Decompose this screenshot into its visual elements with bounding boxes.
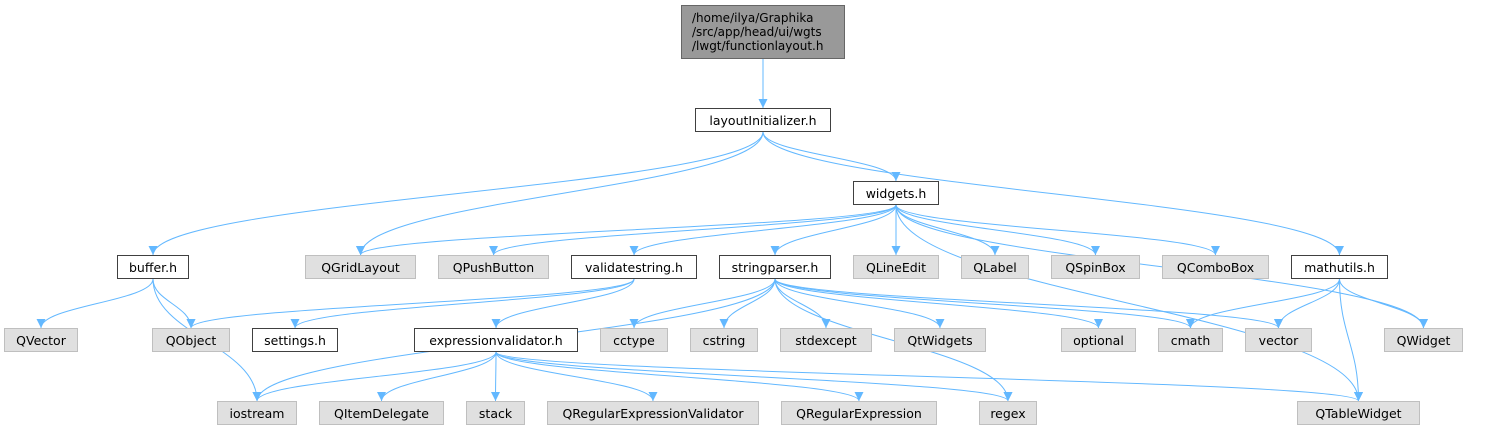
edge-widgets-to-QWidget bbox=[895, 204, 1428, 329]
node-qtwidgets: QtWidgets bbox=[894, 328, 986, 352]
edge-buffer-to-QVector bbox=[36, 278, 154, 329]
node-cmath: cmath bbox=[1158, 328, 1223, 352]
node-expressionvalidator[interactable]: expressionvalidator.h bbox=[414, 328, 578, 352]
node-qlineedit: QLineEdit bbox=[853, 255, 939, 279]
node-qcombobox: QComboBox bbox=[1162, 255, 1269, 279]
node-qspinbox: QSpinBox bbox=[1051, 255, 1140, 279]
edge-expressionvalidator-to-iostream bbox=[252, 351, 497, 402]
node-qregularexpressionvalidator: QRegularExpressionValidator bbox=[547, 401, 759, 425]
edge-stringparser-to-cmath bbox=[774, 278, 1195, 329]
edge-stringparser-to-QtWidgets bbox=[774, 278, 945, 329]
edge-mathutils-to-vector bbox=[1274, 278, 1340, 329]
node-qtablewidget: QTableWidget bbox=[1297, 401, 1420, 425]
node-settings[interactable]: settings.h bbox=[252, 328, 338, 352]
edge-expressionvalidator-to-QRegularExpressionValidator bbox=[495, 351, 658, 402]
edge-buffer-to-QObject bbox=[152, 278, 196, 329]
edge-stringparser-to-optional bbox=[774, 278, 1103, 329]
node-qpushbutton: QPushButton bbox=[438, 255, 549, 279]
edge-mathutils-to-cmath bbox=[1186, 278, 1340, 329]
edge-validatestring-to-expressionvalidator bbox=[491, 278, 635, 329]
edge-mathutils-to-QTableWidget bbox=[1339, 278, 1363, 402]
node-stdexcept: stdexcept bbox=[780, 328, 872, 352]
node-layoutinitializer[interactable]: layoutInitializer.h bbox=[695, 108, 831, 132]
edge-expressionvalidator-to-stack bbox=[491, 351, 501, 402]
edge-layoutInitializer-to-buffer bbox=[148, 131, 764, 256]
node-qlabel: QLabel bbox=[961, 255, 1029, 279]
edge-stringparser-to-cstring bbox=[719, 278, 776, 329]
node-stack: stack bbox=[466, 401, 525, 425]
edge-widgets-to-stringparser bbox=[770, 204, 897, 256]
node-qregularexpression: QRegularExpression bbox=[781, 401, 937, 425]
edge-layoutInitializer-to-mathutils bbox=[762, 131, 1344, 256]
node-cctype: cctype bbox=[600, 328, 668, 352]
node-regex: regex bbox=[979, 401, 1037, 425]
edge-expressionvalidator-to-QItemDelegate bbox=[377, 351, 497, 402]
edge-stringparser-to-cctype bbox=[629, 278, 776, 329]
node-widgets[interactable]: widgets.h bbox=[853, 181, 939, 205]
edge-expressionvalidator-to-regex bbox=[495, 351, 1013, 402]
edge-widgets-to-validatestring bbox=[629, 204, 897, 256]
node-optional: optional bbox=[1061, 328, 1136, 352]
edge-stringparser-to-regex bbox=[774, 278, 1013, 402]
edge-widgets-to-QTableWidget bbox=[895, 204, 1363, 402]
node-qvector: QVector bbox=[4, 328, 78, 352]
node-qgridlayout: QGridLayout bbox=[305, 255, 416, 279]
edge-widgets-to-QLabel bbox=[895, 204, 1000, 256]
node-buffer[interactable]: buffer.h bbox=[117, 255, 189, 279]
edge-widgets-to-QComboBox bbox=[895, 204, 1220, 256]
edge-widgets-to-QPushButton bbox=[489, 204, 897, 256]
node-root[interactable]: /home/ilya/Graphika /src/app/head/ui/wgt… bbox=[681, 5, 845, 59]
node-cstring: cstring bbox=[690, 328, 758, 352]
node-vector: vector bbox=[1245, 328, 1312, 352]
node-mathutils[interactable]: mathutils.h bbox=[1291, 255, 1388, 279]
edge-validatestring-to-QObject bbox=[186, 278, 635, 329]
edge-expressionvalidator-to-QTableWidget bbox=[495, 351, 1363, 402]
edge-mathutils-to-QWidget bbox=[1339, 278, 1428, 329]
edge-stringparser-to-vector bbox=[774, 278, 1283, 329]
edge-widgets-to-QSpinBox bbox=[895, 204, 1100, 256]
node-qwidget: QWidget bbox=[1384, 328, 1463, 352]
node-qitemdelegate: QItemDelegate bbox=[319, 401, 444, 425]
node-qobject: QObject bbox=[152, 328, 230, 352]
edge-layoutInitializer-to-widgets bbox=[762, 131, 901, 182]
node-iostream: iostream bbox=[217, 401, 297, 425]
node-stringparser[interactable]: stringparser.h bbox=[719, 255, 831, 279]
node-validatestring[interactable]: validatestring.h bbox=[571, 255, 697, 279]
edge-validatestring-to-settings bbox=[290, 278, 635, 329]
edge-widgets-to-QGridLayout bbox=[356, 204, 897, 256]
edge-layoutInitializer-to-QGridLayout bbox=[356, 131, 764, 256]
edge-expressionvalidator-to-QRegularExpression bbox=[495, 351, 864, 402]
